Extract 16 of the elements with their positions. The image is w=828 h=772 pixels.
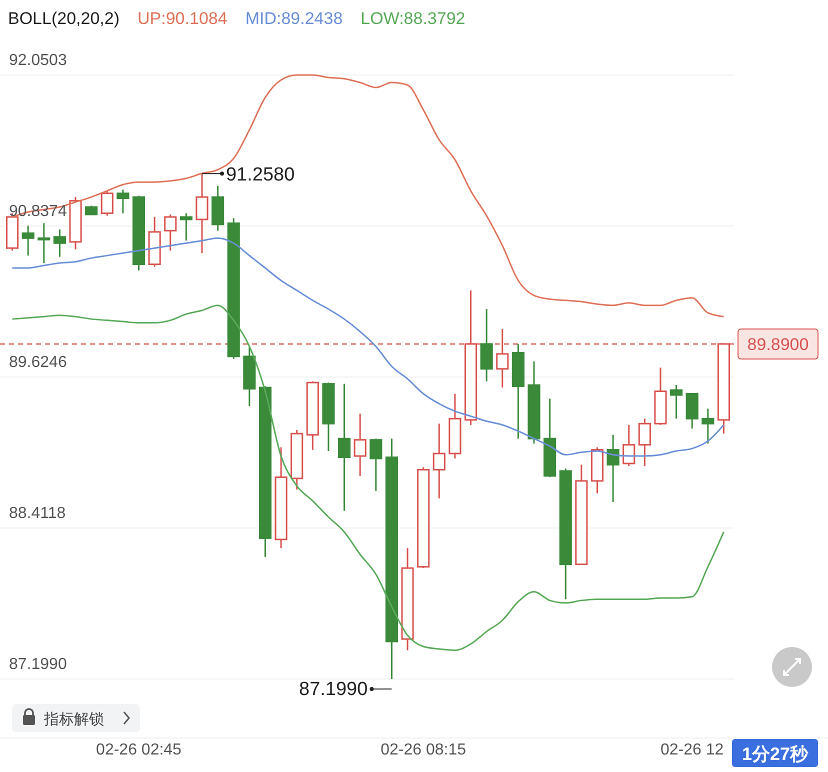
- text: MID:89.2438: [245, 9, 343, 28]
- annotation: 91.2580: [226, 164, 295, 186]
- annotation: 87.1990: [299, 679, 368, 700]
- y-tick-label: 88.4118: [9, 505, 66, 522]
- y-tick-label: 89.6246: [9, 354, 67, 372]
- x-tick-label: 02-26 02:45: [96, 741, 182, 758]
- x-tick-label: 02-26 08:15: [380, 741, 466, 758]
- text: LOW:88.3792: [360, 9, 466, 28]
- y-tick-label: 92.0503: [9, 52, 67, 69]
- ref-line-label: 89.8900: [747, 334, 809, 354]
- y-tick-label: 87.1990: [9, 656, 67, 673]
- text: 1分27秒: [742, 744, 810, 764]
- text: 指标解锁: [43, 711, 104, 728]
- x-tick-label: 02-26 12: [660, 741, 724, 758]
- text: UP:90.1084: [138, 9, 228, 28]
- legend-title: BOLL(20,20,2): [8, 9, 120, 28]
